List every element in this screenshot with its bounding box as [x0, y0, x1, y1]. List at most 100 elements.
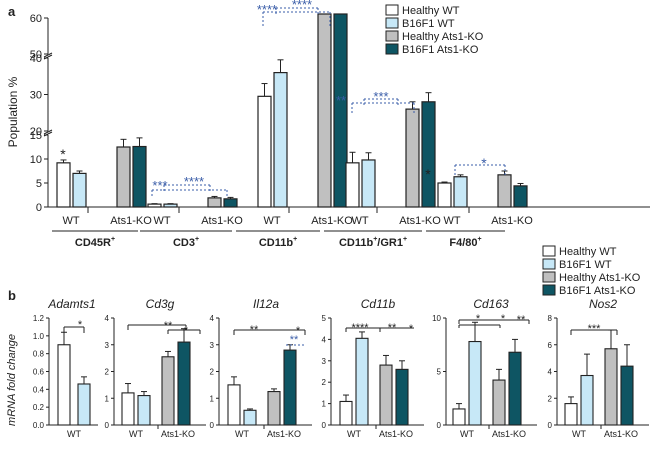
bar [452, 408, 466, 426]
x-sub-label: WT [62, 215, 79, 227]
y-tick-label: 2 [322, 378, 327, 387]
bar [508, 351, 522, 426]
legend-swatch [385, 30, 399, 42]
y-tick-label: 15 [30, 130, 42, 142]
legend-label: B16F1 WT [559, 259, 612, 271]
bar [361, 159, 376, 208]
bar [492, 379, 506, 426]
y-tick-label: 0.6 [33, 368, 45, 377]
group-label: CD45R+ [75, 236, 115, 249]
gene-title: Cd3g [146, 297, 175, 311]
y-tick-label: 30 [30, 90, 42, 102]
bar [57, 344, 71, 426]
legend-label: Healthy WT [559, 246, 617, 258]
x-sub-label: WT [351, 215, 368, 227]
significance-marker: **** [351, 322, 369, 334]
bar [564, 403, 578, 426]
x-sub-label: Ats1-KO [201, 215, 243, 227]
x-sub-label: WT [263, 215, 280, 227]
bar [137, 395, 151, 426]
legend-label: B16F1 Ats1-KO [402, 44, 479, 56]
bar [437, 182, 452, 208]
y-tick-label: 1.0 [33, 332, 45, 341]
bar [395, 368, 409, 426]
y-tick-label: 5 [322, 314, 327, 323]
y-tick-label: 0 [210, 421, 215, 430]
bar [421, 101, 436, 208]
gene-title: Cd11b [361, 297, 396, 311]
y-axis-label: mRNA fold change [6, 334, 18, 426]
significance-marker: ** [517, 314, 526, 326]
significance-marker: ** [336, 93, 346, 108]
legend-swatch [542, 271, 556, 283]
panel-label-b: b [8, 288, 16, 303]
bar [207, 197, 222, 208]
y-tick-label: 5 [36, 178, 42, 190]
x-sub-label: WT [129, 429, 143, 439]
significance-marker: * [425, 166, 431, 182]
significance-marker: * [184, 325, 189, 337]
significance-marker: * [296, 325, 301, 337]
y-tick-label: 3 [322, 357, 327, 366]
legend-swatch [542, 245, 556, 257]
x-sub-label: WT [235, 429, 249, 439]
x-sub-label: WT [460, 429, 474, 439]
axis-break-mark [43, 129, 53, 135]
significance-marker: **** [184, 174, 204, 189]
y-tick-label: 0.2 [33, 403, 45, 412]
legend-label: Healthy Ats1-KO [402, 31, 484, 43]
y-tick-label: 4 [105, 314, 110, 323]
x-sub-label: Ats1-KO [399, 215, 441, 227]
y-tick-label: 1 [105, 394, 110, 403]
bar [468, 340, 482, 426]
x-sub-label: WT [67, 429, 81, 439]
legend-label: Healthy WT [402, 5, 460, 17]
bar [497, 174, 512, 208]
significance-marker: **** [292, 0, 312, 12]
bar [355, 337, 369, 426]
bar [379, 364, 393, 426]
x-sub-label: Ats1-KO [604, 429, 638, 439]
y-tick-label: 2 [548, 394, 553, 403]
bar [580, 374, 594, 426]
gene-title: Cd163 [473, 297, 509, 311]
bar [227, 384, 241, 426]
bar [604, 348, 618, 426]
significance-marker: *** [373, 89, 388, 104]
bar [267, 391, 281, 426]
bar [223, 198, 238, 208]
y-tick-label: 3 [210, 341, 215, 350]
bar [620, 365, 634, 426]
y-tick-label: 0.8 [33, 350, 45, 359]
significance-marker: * [501, 313, 506, 325]
legend-label: B16F1 WT [402, 18, 455, 30]
gene-title: Adamts1 [47, 297, 95, 311]
panel-label-a: a [8, 4, 16, 19]
y-tick-label: 2 [105, 368, 110, 377]
bar [513, 185, 528, 208]
significance-marker: ** [290, 334, 299, 346]
x-sub-label: WT [153, 215, 170, 227]
y-tick-label: 0 [105, 421, 110, 430]
group-label: CD11b+ [259, 236, 297, 249]
y-tick-label: 0.4 [33, 385, 45, 394]
x-sub-label: Ats1-KO [267, 429, 301, 439]
group-label: CD3+ [173, 236, 199, 249]
significance-marker: * [409, 323, 414, 335]
bar [147, 203, 162, 208]
x-sub-label: Ats1-KO [492, 429, 526, 439]
bar [77, 383, 91, 426]
significance-marker: *** [152, 178, 167, 193]
significance-marker: * [481, 155, 487, 171]
significance-marker: * [476, 313, 481, 325]
bar [453, 176, 468, 208]
y-tick-label: 3 [105, 341, 110, 350]
y-tick-label: 1 [322, 400, 327, 409]
y-tick-label: 5 [437, 368, 442, 377]
legend-swatch [385, 4, 399, 16]
y-tick-label: 10 [432, 314, 441, 323]
legend-swatch [385, 43, 399, 55]
group-label: F4/80+ [449, 236, 481, 249]
bar [273, 71, 288, 208]
bar [161, 356, 175, 426]
